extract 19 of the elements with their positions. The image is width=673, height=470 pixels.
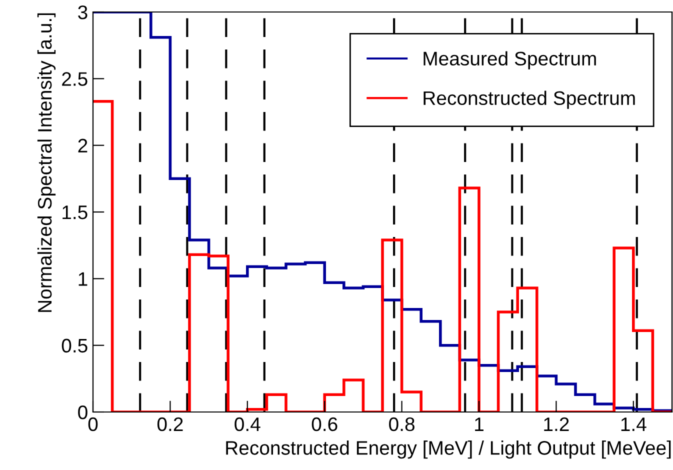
legend-label: Measured Spectrum (424, 51, 596, 70)
y-tick-label: 0.5 (62, 338, 88, 353)
legend-label: Reconstructed Spectrum (424, 90, 635, 109)
y-tick-label: 2.5 (62, 72, 88, 86)
y-tick-label: 1 (78, 272, 88, 286)
x-tick-label: 0.2 (157, 417, 183, 432)
y-tick-label: 0 (78, 405, 88, 420)
x-tick-label: 0.6 (312, 417, 338, 432)
y-axis-title: Normalized Spectral Intensity [a.u.] (37, 13, 56, 312)
x-tick-label: 0.4 (234, 417, 260, 432)
x-tick-label: 0 (88, 417, 98, 432)
x-tick-label: 1 (475, 418, 484, 431)
x-tick-label: 1.4 (621, 418, 646, 431)
x-tick-label: 1.2 (544, 417, 569, 431)
y-tick-label: 3 (78, 5, 88, 20)
x-axis-title: Reconstructed Energy [MeV] / Light Output [MeVee] (226, 440, 671, 459)
y-tick-label: 2 (78, 138, 88, 152)
y-tick-label: 1.5 (62, 206, 88, 220)
x-tick-label: 0.8 (389, 417, 414, 432)
